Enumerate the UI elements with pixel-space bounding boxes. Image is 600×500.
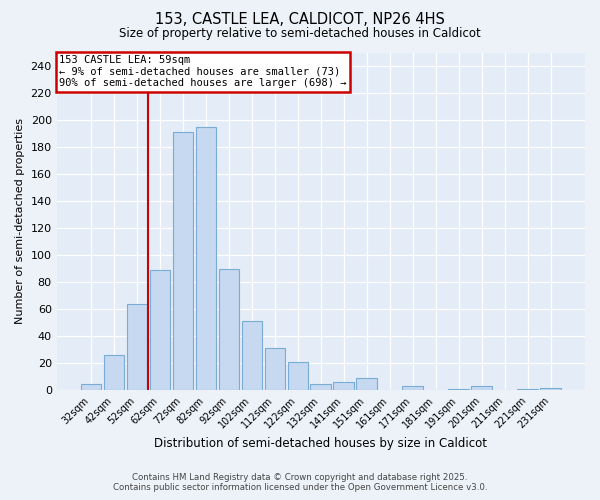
Bar [149,270,170,390]
Bar [403,386,423,390]
Bar [541,388,561,390]
Bar [242,322,262,390]
Text: Size of property relative to semi-detached houses in Caldicot: Size of property relative to semi-detach… [119,28,481,40]
Bar [104,355,124,390]
Bar [80,384,101,390]
Bar [356,378,377,390]
Text: Contains HM Land Registry data © Crown copyright and database right 2025.
Contai: Contains HM Land Registry data © Crown c… [113,473,487,492]
Bar [310,384,331,390]
Text: 153, CASTLE LEA, CALDICOT, NP26 4HS: 153, CASTLE LEA, CALDICOT, NP26 4HS [155,12,445,28]
Bar [218,268,239,390]
Bar [472,386,492,390]
Bar [517,389,538,390]
Bar [287,362,308,390]
Bar [448,389,469,390]
X-axis label: Distribution of semi-detached houses by size in Caldicot: Distribution of semi-detached houses by … [154,437,487,450]
Bar [265,348,285,391]
Bar [127,304,148,390]
Bar [173,132,193,390]
Bar [334,382,354,390]
Bar [196,127,216,390]
Y-axis label: Number of semi-detached properties: Number of semi-detached properties [15,118,25,324]
Text: 153 CASTLE LEA: 59sqm
← 9% of semi-detached houses are smaller (73)
90% of semi-: 153 CASTLE LEA: 59sqm ← 9% of semi-detac… [59,55,347,88]
